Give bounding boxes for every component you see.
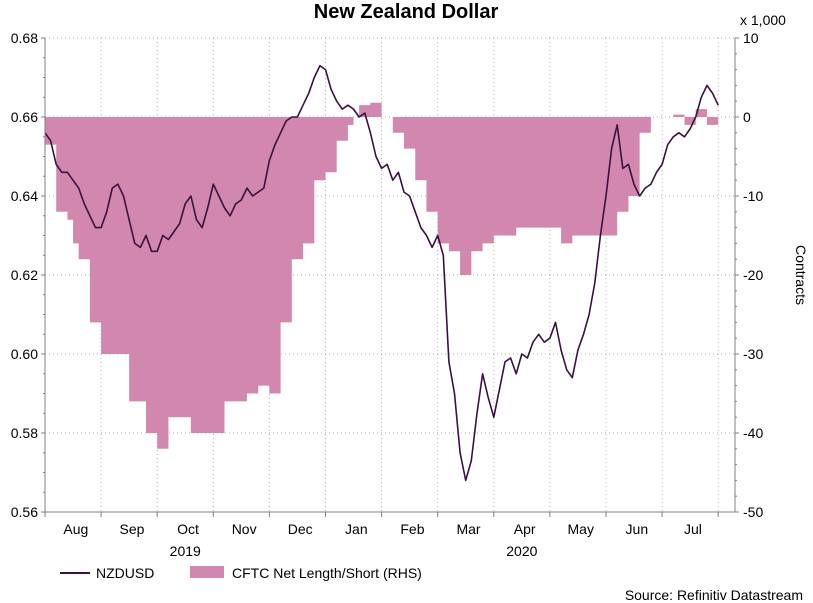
left-tick-label: 0.62	[11, 267, 38, 283]
x-month-label: Aug	[63, 521, 88, 537]
x-year-label: 2020	[506, 543, 537, 559]
right-tick-label: -40	[743, 425, 763, 441]
right-axis-unit-label: x 1,000	[740, 12, 786, 28]
legend-swatch-cftc	[190, 566, 224, 578]
x-month-label: Oct	[177, 521, 199, 537]
x-month-label: Dec	[288, 521, 313, 537]
right-axis-label: Contracts	[793, 245, 809, 305]
left-tick-label: 0.64	[11, 188, 38, 204]
x-month-label: Sep	[119, 521, 144, 537]
x-month-label: Jun	[626, 521, 649, 537]
x-month-label: Nov	[232, 521, 257, 537]
cftc-area-path	[45, 102, 719, 449]
legend: NZDUSD CFTC Net Length/Short (RHS)	[60, 565, 422, 581]
source-note: Source: Refinitiv Datastream	[625, 587, 803, 603]
legend-label-nzdusd: NZDUSD	[96, 565, 154, 581]
cftc-area-series	[45, 102, 719, 449]
x-month-label: Jan	[345, 521, 368, 537]
right-tick-label: -30	[743, 346, 763, 362]
x-month-label: Jul	[684, 521, 702, 537]
x-month-label: Mar	[456, 521, 480, 537]
left-tick-label: 0.56	[11, 504, 38, 520]
x-month-label: Feb	[400, 521, 424, 537]
right-tick-label: -10	[743, 188, 763, 204]
left-tick-label: 0.60	[11, 346, 38, 362]
nzdusd-line-series	[44, 64, 719, 482]
right-tick-label: 0	[743, 109, 751, 125]
left-tick-label: 0.68	[11, 30, 38, 46]
right-tick-label: -20	[743, 267, 763, 283]
x-month-label: May	[568, 521, 594, 537]
left-tick-label: 0.58	[11, 425, 38, 441]
left-tick-label: 0.66	[11, 109, 38, 125]
legend-label-cftc: CFTC Net Length/Short (RHS)	[232, 565, 422, 581]
chart-title: New Zealand Dollar	[314, 1, 499, 23]
right-tick-label: 10	[743, 30, 759, 46]
x-month-label: Apr	[514, 521, 536, 537]
axes	[41, 37, 739, 517]
nzdusd-line-path	[44, 64, 719, 482]
tick-labels: 0.68 0.66 0.64 0.62 0.60 0.58 0.56 10 0 -10 -20 -30…	[11, 30, 764, 559]
right-tick-label: -50	[743, 504, 763, 520]
x-year-label: 2019	[170, 543, 201, 559]
